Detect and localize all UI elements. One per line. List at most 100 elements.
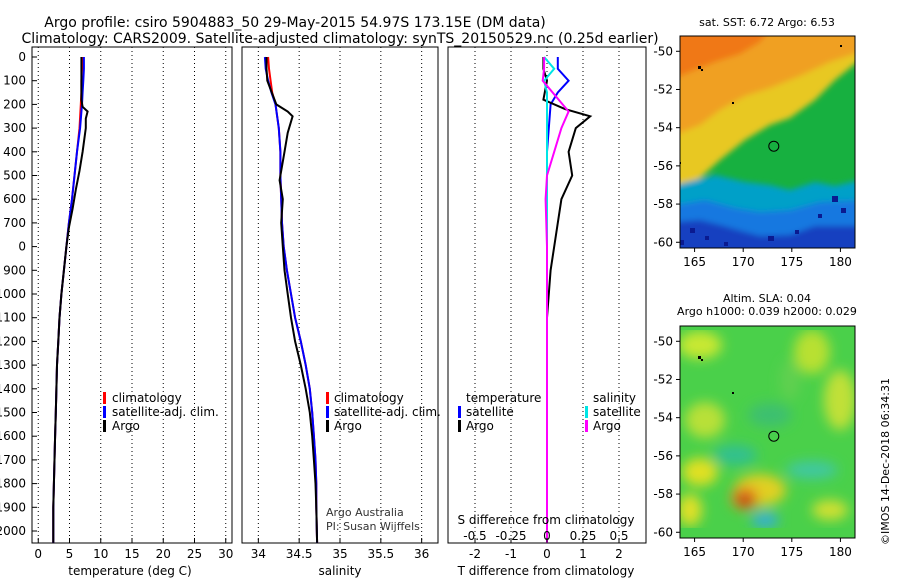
sst-lat-tick-label: -52 (653, 82, 673, 96)
credit-line1: Argo Australia (326, 506, 404, 519)
difference-legend: temperature satellite Argo salinity sate… (458, 391, 641, 433)
depth-tick-label: 1800 (0, 477, 26, 491)
salinity-tick-label: 34.5 (286, 547, 313, 561)
difference-series-t-satellite (546, 57, 570, 543)
salinity-series (263, 56, 319, 543)
legend-label-argo: Argo (334, 419, 362, 433)
sst-argo-position-marker (768, 140, 780, 152)
temperature-tick-label: 5 (66, 547, 74, 561)
sla-lat-tick-label: -54 (653, 411, 673, 425)
temperature-tick-label: 30 (218, 547, 233, 561)
salinity-x-ticks: 34 34.5 35 35.5 36 (251, 538, 429, 561)
legend-swatch-t-argo (458, 420, 461, 432)
sst-lat-tick-label: -50 (653, 44, 673, 58)
salinity-legend: climatology satellite-adj. clim. Argo (326, 391, 441, 433)
temperature-tick-label: 15 (124, 547, 139, 561)
depth-tick-label: 1200 (0, 334, 26, 348)
sst-lat-tick-label: -56 (653, 159, 673, 173)
depth-tick-label: 600 (3, 192, 26, 206)
sst-map-title: sat. SST: 6.72 Argo: 6.53 (699, 16, 835, 29)
depth-tick-label: 1000 (0, 287, 26, 301)
difference-x2-ticks: -0.5 -0.25 0 0.25 0.5 (463, 529, 628, 543)
sst-map-field (680, 36, 855, 248)
legend-label-s-argo: Argo (593, 419, 621, 433)
sst-lon-tick-label: 180 (829, 255, 852, 269)
sst-lon-tick-label: 170 (732, 255, 755, 269)
sla-map-frame (679, 325, 856, 539)
sst-map-frame (679, 35, 856, 249)
salinity-tick-label: 36 (414, 547, 429, 561)
legend-label-t-satellite: satellite (466, 405, 514, 419)
sst-lon-tick-label: 175 (780, 255, 803, 269)
legend-title-salinity: salinity (593, 391, 636, 405)
depth-tick-label: 1900 (0, 500, 26, 514)
legend-label-s-satellite: satellite (593, 405, 641, 419)
depth-tick-label: 400 (3, 145, 26, 159)
vertical-gridlines (37, 47, 620, 543)
difference-x2-tick-label: -0.25 (495, 529, 526, 543)
salinity-xlabel: salinity (318, 564, 361, 578)
sst-lon-tick-label: 165 (683, 255, 706, 269)
legend-title-temperature: temperature (466, 391, 541, 405)
difference-tick-label: 2 (615, 547, 623, 561)
legend-label-satellite: satellite-adj. clim. (112, 405, 219, 419)
difference-x2label: S difference from climatology (458, 513, 635, 527)
difference-x2-tick-label: -0.5 (463, 529, 486, 543)
difference-x2-tick-label: 0.5 (609, 529, 628, 543)
imos-watermark: ©IMOS 14-Dec-2018 06:34:31 (879, 378, 892, 545)
credit-line2: PI: Susan Wijffels (326, 520, 420, 533)
sst-lat-tick-label: -60 (653, 235, 673, 249)
sla-lat-tick-label: -56 (653, 449, 673, 463)
figure-title-line2: Climatology: CARS2009. Satellite-adjuste… (21, 31, 658, 47)
legend-swatch-s-argo (585, 420, 588, 432)
depth-tick-label: 100 (3, 74, 26, 88)
sla-map-field (680, 326, 855, 538)
legend-swatch-satellite (103, 406, 106, 418)
sla-lon-tick-label: 165 (683, 545, 706, 559)
difference-series (541, 56, 593, 543)
depth-axis: 0 100 200 300 400 500 600 700 0 900 1000 1100 1200 13… (0, 50, 37, 538)
temperature-x-ticks: 0 5 10 15 20 25 30 (34, 538, 233, 561)
temperature-tick-label: 20 (156, 547, 171, 561)
temperature-series-climatology (52, 57, 83, 543)
difference-tick-label: -1 (505, 547, 517, 561)
sla-lat-tick-label: -52 (653, 372, 673, 386)
difference-tick-label: 1 (579, 547, 587, 561)
temperature-tick-label: 0 (34, 547, 42, 561)
difference-series-s-argo (541, 57, 570, 543)
legend-label-climatology: climatology (334, 391, 404, 405)
legend-swatch-climatology (103, 392, 106, 404)
depth-tick-label: 1100 (0, 311, 26, 325)
legend-swatch-argo (326, 420, 329, 432)
depth-tick-label: 1500 (0, 406, 26, 420)
sst-lat-tick-label: -58 (653, 197, 673, 211)
temperature-series-satellite-adj-clim- (52, 57, 85, 543)
salinity-series-argo (265, 57, 319, 543)
legend-label-t-argo: Argo (466, 419, 494, 433)
depth-tick-label: 200 (3, 97, 26, 111)
legend-swatch-climatology (326, 392, 329, 404)
salinity-series-satellite-adj-clim- (263, 56, 319, 543)
difference-tick-label: 0 (543, 547, 551, 561)
temperature-tick-label: 25 (187, 547, 202, 561)
depth-tick-label: 1700 (0, 453, 26, 467)
sla-lon-tick-label: 170 (732, 545, 755, 559)
sla-map-title: Altim. SLA: 0.04 (723, 292, 811, 305)
difference-x2-tick-label: 0.25 (570, 529, 597, 543)
depth-tick-label: 500 (3, 169, 26, 183)
temperature-tick-label: 10 (93, 547, 108, 561)
legend-swatch-satellite (326, 406, 329, 418)
sla-argo-position-marker (768, 430, 780, 442)
sla-lon-tick-label: 180 (829, 545, 852, 559)
temperature-xlabel: temperature (deg C) (68, 564, 191, 578)
legend-label-satellite: satellite-adj. clim. (334, 405, 441, 419)
depth-tick-label: 1600 (0, 429, 26, 443)
salinity-tick-label: 34 (251, 547, 266, 561)
sla-lat-tick-label: -58 (653, 487, 673, 501)
difference-x-ticks: -2 -1 0 1 2 (469, 538, 623, 561)
depth-tick-label: 0 (18, 240, 26, 254)
difference-xlabel: T difference from climatology (457, 564, 635, 578)
legend-label-argo: Argo (112, 419, 140, 433)
depth-tick-label: 900 (3, 263, 26, 277)
